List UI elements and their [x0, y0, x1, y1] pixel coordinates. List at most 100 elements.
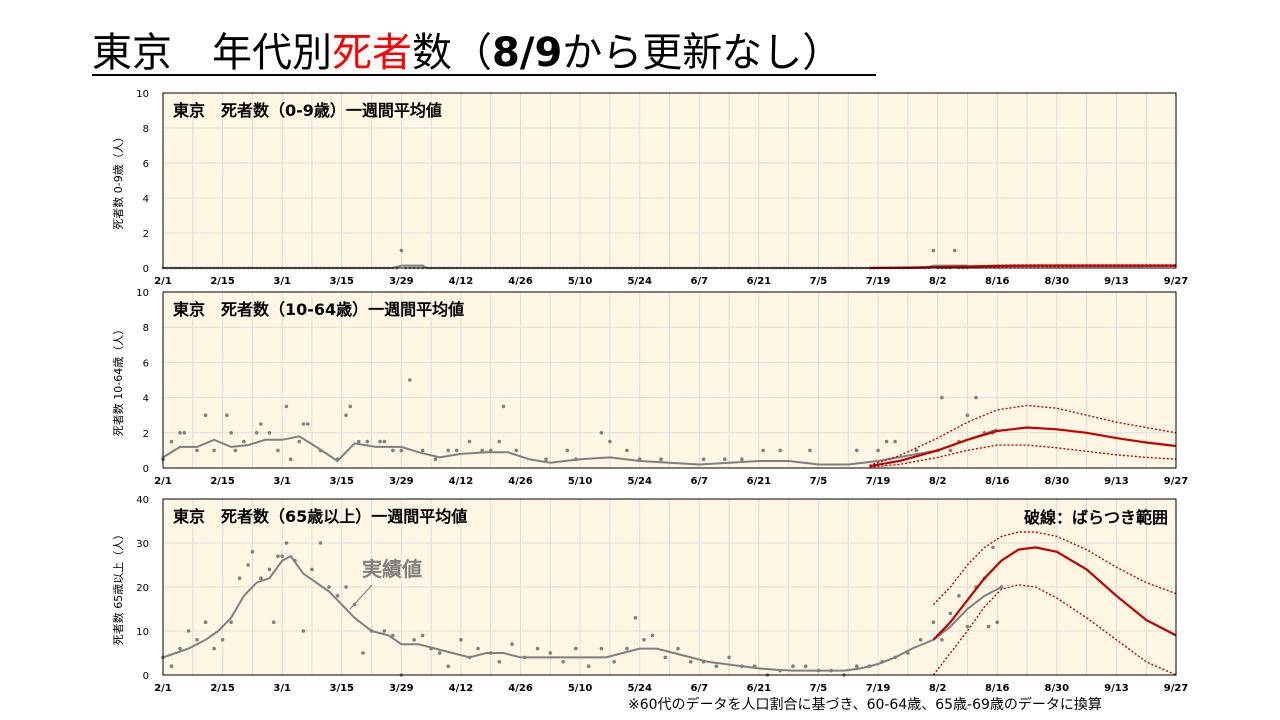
y-tick-label: 10 — [136, 627, 149, 638]
data-point — [948, 448, 953, 453]
data-point — [497, 660, 502, 664]
x-tick-label: 8/30 — [1045, 476, 1070, 487]
data-point — [361, 651, 365, 655]
x-tick-label: 9/27 — [1164, 276, 1189, 287]
data-point — [178, 431, 182, 435]
data-point — [625, 646, 629, 651]
plot-frame — [162, 291, 1177, 469]
data-point — [501, 404, 506, 409]
data-point — [399, 448, 404, 453]
y-tick-label: 4 — [143, 394, 149, 405]
y-tick-label: 20 — [136, 583, 149, 594]
data-point — [854, 664, 859, 668]
data-point — [714, 664, 719, 668]
data-point — [884, 439, 889, 444]
x-tick-label: 6/7 — [691, 683, 709, 694]
data-point — [280, 554, 284, 558]
chart-panel: 0 2 4 6 8 10 2/1 2/15 3/1 3/15 3/29 4/12 4/26 5/10 5/2… — [112, 288, 1188, 487]
data-point — [284, 404, 289, 409]
x-tick-label: 5/10 — [568, 276, 593, 287]
data-point — [301, 422, 306, 426]
data-point — [544, 457, 548, 462]
x-tick-label: 4/26 — [508, 276, 533, 287]
x-tick-label: 6/21 — [747, 683, 772, 694]
data-point — [391, 448, 395, 453]
data-point — [940, 638, 944, 642]
data-point — [267, 567, 272, 572]
data-point — [778, 448, 782, 453]
data-point — [480, 448, 485, 453]
y-tick-label: 0 — [143, 264, 149, 275]
data-point — [348, 404, 353, 409]
data-point — [931, 248, 936, 253]
y-tick-label: 6 — [143, 358, 149, 369]
data-point — [297, 439, 302, 444]
chart-title: 東京 死者数（0-9歳）一週間平均値 — [173, 101, 442, 120]
data-point — [965, 624, 970, 629]
x-tick-label: 8/16 — [985, 276, 1010, 287]
data-point — [931, 620, 936, 624]
x-tick-label: 3/1 — [273, 476, 291, 487]
y-tick-label: 4 — [143, 194, 149, 205]
x-tick-label: 9/13 — [1104, 476, 1129, 487]
data-point — [365, 439, 370, 444]
x-tick-label: 2/1 — [154, 683, 172, 694]
data-point — [182, 431, 187, 435]
x-tick-label: 5/24 — [627, 683, 652, 694]
x-tick-label: 4/12 — [449, 476, 474, 487]
data-point — [254, 431, 259, 435]
x-tick-label: 4/26 — [508, 683, 533, 694]
x-tick-label: 3/29 — [389, 276, 414, 287]
x-tick-label: 8/16 — [985, 683, 1010, 694]
y-tick-label: 0 — [143, 464, 149, 475]
data-point — [382, 629, 387, 633]
data-point — [608, 439, 612, 444]
data-point — [914, 448, 919, 453]
data-point — [203, 413, 208, 418]
data-point — [514, 448, 519, 453]
data-point — [918, 638, 923, 642]
series-line-forecast — [869, 426, 1177, 468]
data-point — [327, 585, 331, 589]
title-underline — [92, 74, 876, 76]
data-point — [497, 439, 502, 444]
data-point — [195, 448, 199, 453]
x-tick-label: 2/15 — [210, 276, 235, 287]
data-point — [586, 664, 591, 668]
data-point — [565, 448, 570, 453]
data-point — [723, 457, 727, 462]
data-point — [229, 431, 233, 435]
data-point — [420, 633, 425, 638]
x-tick-label: 3/15 — [329, 276, 354, 287]
data-point — [650, 633, 655, 638]
data-point — [318, 541, 323, 545]
page-title-mid: 数（ — [412, 30, 492, 76]
x-tick-label: 2/1 — [154, 476, 172, 487]
y-axis-label: 死者数 10-64歳（人） — [112, 324, 125, 436]
x-tick-label: 5/10 — [568, 683, 593, 694]
x-tick-label: 9/13 — [1104, 276, 1129, 287]
x-tick-label: 3/29 — [389, 683, 414, 694]
series-line-forecast — [932, 546, 1177, 641]
data-point — [510, 642, 514, 646]
x-tick-label: 9/27 — [1164, 683, 1189, 694]
y-tick-label: 8 — [143, 124, 149, 135]
data-point — [476, 646, 480, 651]
x-tick-label: 7/5 — [810, 276, 828, 287]
x-tick-label: 3/1 — [273, 683, 291, 694]
data-point — [271, 620, 276, 624]
data-point — [991, 545, 995, 550]
x-tick-label: 8/16 — [985, 476, 1010, 487]
data-point — [203, 620, 208, 624]
data-point — [391, 633, 395, 638]
data-point — [612, 660, 616, 664]
data-point — [399, 248, 404, 253]
data-point — [233, 448, 238, 453]
data-point — [229, 620, 233, 624]
x-tick-label: 6/21 — [747, 276, 772, 287]
data-point — [169, 664, 174, 668]
data-point — [467, 439, 472, 444]
data-point — [267, 431, 272, 435]
x-tick-label: 3/1 — [273, 276, 291, 287]
